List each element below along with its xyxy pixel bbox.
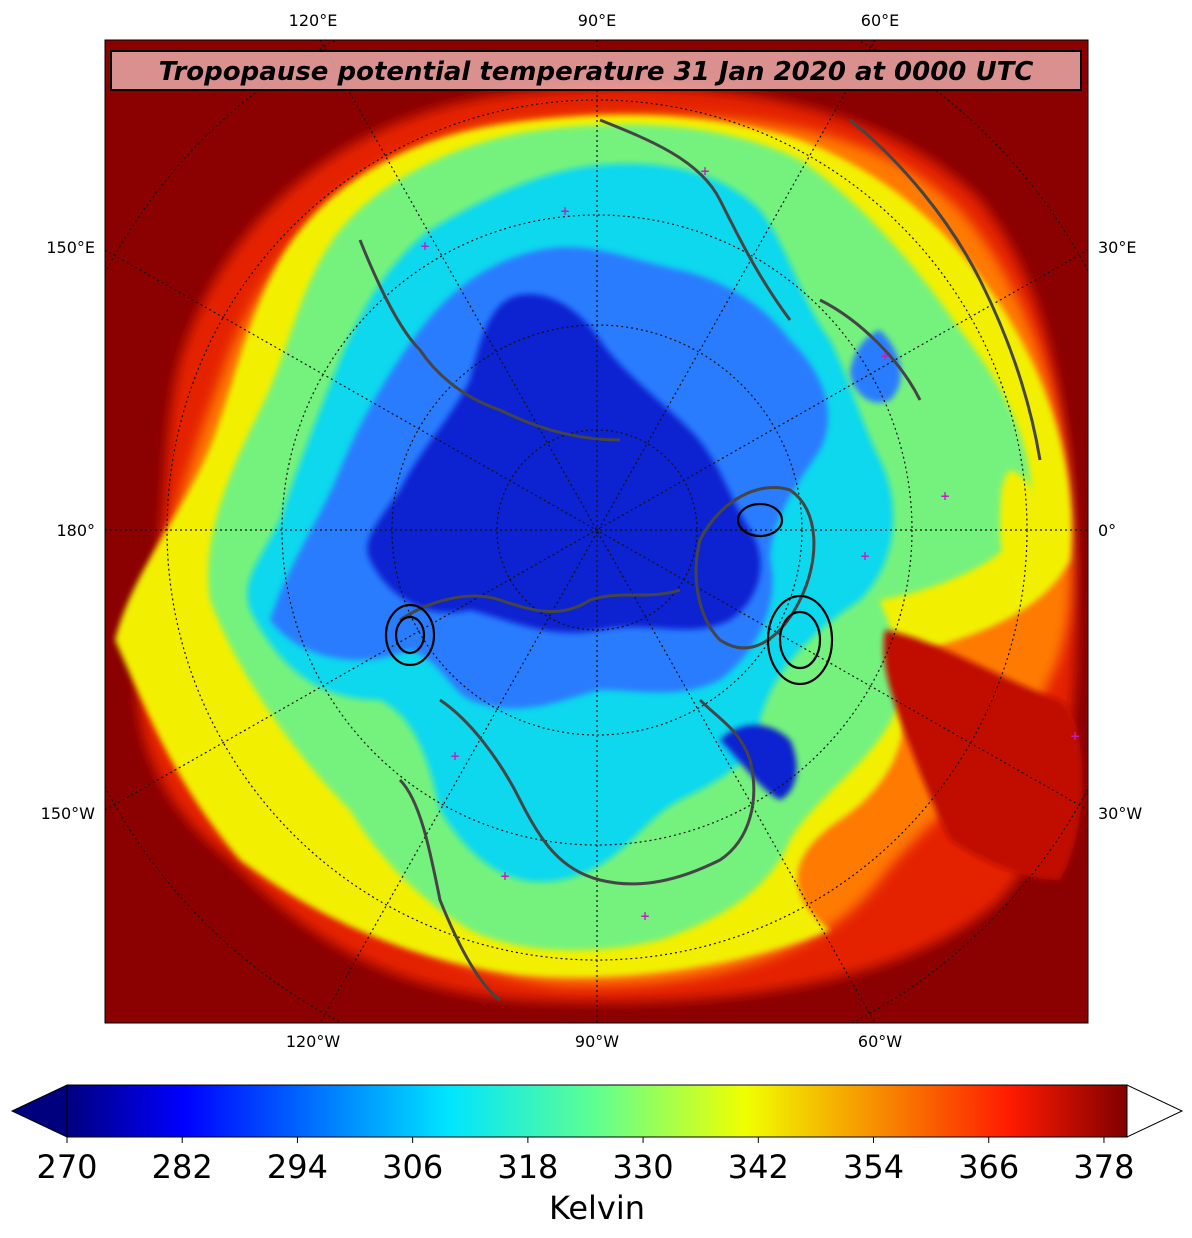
low-pressure-contour-atlantic-2 (766, 594, 834, 686)
lon-label-right-3: 30°W (1098, 804, 1142, 823)
eurasia-coast (599, 118, 1042, 461)
deep-blue-core (367, 294, 761, 633)
low-pressure-contour-north-1 (736, 502, 784, 538)
meridian-30 (105, 249, 1088, 811)
station-marker: + (500, 869, 510, 883)
meridian-60 (319, 40, 876, 1023)
low-pressure-contour-pacific-1 (394, 615, 426, 655)
colorbar-tick-label: 318 (497, 1148, 558, 1186)
station-markers: + + + + + + + + + + (420, 164, 1080, 923)
lon-label-right-2: 0° (1098, 521, 1116, 540)
colorbar: 270 282 294 306 318 330 342 354 366 378 Kelvin (10, 1084, 1184, 1227)
colorbar-tick-label: 366 (958, 1148, 1019, 1186)
warm-intrusion-southeast (883, 630, 1083, 880)
low-pressure-contour-atlantic-1 (778, 610, 822, 670)
colorbar-tick-label: 342 (728, 1148, 789, 1186)
parallel-60 (281, 214, 913, 846)
map-title: Tropopause potential temperature 31 Jan … (159, 57, 1034, 87)
meridian-120 (319, 40, 876, 1023)
lon-label-right-1: 30°E (1098, 238, 1136, 257)
blue-streamer-east (850, 330, 901, 403)
parallel-50 (166, 99, 1028, 961)
siberia-coast (358, 239, 621, 442)
colorbar-tick-label: 294 (267, 1148, 328, 1186)
station-marker: + (940, 489, 950, 503)
title-box: Tropopause potential temperature 31 Jan … (110, 50, 1082, 91)
lon-label-bottom-2: 90°W (575, 1032, 619, 1051)
station-marker: + (420, 239, 430, 253)
station-marker: + (560, 204, 570, 218)
colorbar-tick-label: 330 (613, 1148, 674, 1186)
colorbar-label: Kelvin (549, 1189, 645, 1227)
station-marker: + (450, 749, 460, 763)
low-pressure-contour-pacific-2 (384, 603, 436, 667)
colorbar-tick-label: 378 (1073, 1148, 1134, 1186)
lon-label-bottom-1: 120°W (286, 1032, 341, 1051)
map-frame (104, 39, 1089, 1024)
station-marker: + (1070, 729, 1080, 743)
temperature-field (115, 86, 1083, 1003)
colorbar-ticks: 270 282 294 306 318 330 342 354 366 378 (36, 1137, 1134, 1186)
colorbar-gradient (66, 1084, 1128, 1138)
parallel-70 (391, 324, 803, 736)
lon-label-bottom-3: 60°W (858, 1032, 902, 1051)
lon-label-top-3: 60°E (861, 11, 899, 30)
lon-label-left-2: 180° (56, 521, 95, 540)
slp-contours (384, 502, 834, 686)
colorbar-extend-low (10, 1084, 68, 1138)
graticule (105, 40, 1088, 1023)
greenland-coast (694, 485, 816, 650)
lon-label-left-1: 150°E (46, 238, 95, 257)
map-panel: + + + + + + + + + + (105, 40, 1088, 1023)
yellow-streamer-east (1000, 470, 1044, 575)
station-marker: + (860, 549, 870, 563)
station-marker: + (640, 909, 650, 923)
lon-label-top-2: 90°E (578, 11, 616, 30)
colorbar-tick-label: 270 (36, 1148, 97, 1186)
colorbar-extend-high (1126, 1084, 1184, 1138)
coastlines (358, 118, 1042, 1002)
lon-label-top-1: 120°E (289, 11, 338, 30)
station-marker: + (880, 349, 890, 363)
alaska-coast (399, 588, 681, 622)
lon-label-left-3: 150°W (41, 804, 96, 823)
colorbar-tick-label: 282 (152, 1148, 213, 1186)
colorbar-tick-label: 354 (843, 1148, 904, 1186)
north-america-coast (398, 698, 756, 1002)
station-marker: + (700, 164, 710, 178)
deep-blue-streamer (720, 725, 797, 800)
colorbar-tick-label: 306 (382, 1148, 443, 1186)
title-background (110, 50, 1082, 91)
longitude-labels: 120°E 90°E 60°E 120°W 90°W 60°W 150°E 18… (41, 11, 1143, 1051)
parallel-80 (496, 429, 698, 631)
